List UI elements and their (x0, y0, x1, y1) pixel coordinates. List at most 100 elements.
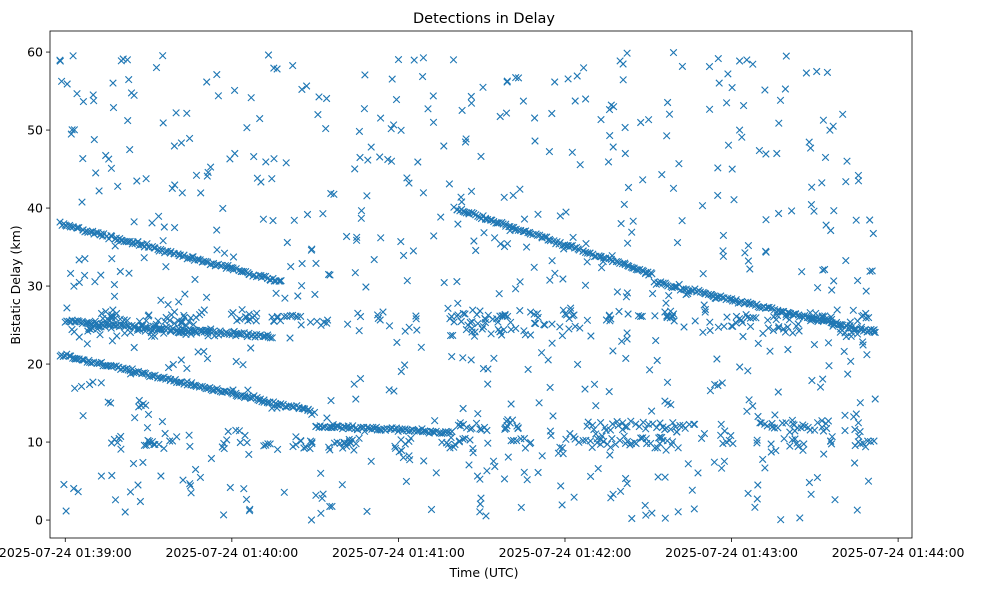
data-point-marker (841, 426, 849, 435)
data-point-marker (732, 296, 740, 304)
data-point-marker (235, 330, 243, 338)
data-point-marker (70, 282, 78, 290)
data-point-marker (264, 440, 272, 448)
data-point-marker (220, 249, 229, 257)
data-point-marker (714, 164, 722, 172)
data-point-marker (665, 291, 673, 300)
data-point-marker (663, 378, 672, 386)
data-point-marker (648, 289, 657, 298)
data-point-marker (520, 215, 529, 223)
data-point-marker (113, 438, 122, 447)
data-point-marker (789, 310, 798, 318)
data-point-marker (507, 437, 515, 445)
data-point-marker (79, 154, 87, 163)
data-point-marker (111, 496, 120, 504)
data-point-marker (727, 431, 735, 440)
data-point-marker (160, 223, 168, 231)
data-point-marker (196, 473, 205, 482)
data-point-marker (206, 163, 215, 171)
data-point-marker (534, 468, 542, 477)
data-point-marker (491, 462, 499, 471)
data-point-marker (401, 327, 409, 335)
data-point-marker (871, 395, 879, 403)
data-point-marker (273, 312, 282, 321)
data-point-marker (387, 125, 395, 133)
data-point-marker (586, 472, 595, 481)
data-point-marker (179, 476, 187, 484)
data-point-marker (329, 420, 337, 429)
data-point-marker (818, 179, 826, 187)
data-point-marker (297, 321, 305, 329)
data-point-marker (805, 138, 813, 146)
data-point-marker (659, 436, 667, 445)
data-point-marker (606, 443, 615, 451)
data-point-marker (476, 425, 484, 433)
data-point-marker (598, 432, 606, 440)
data-point-marker (632, 420, 640, 428)
data-point-marker (784, 345, 792, 354)
data-point-marker (247, 344, 255, 352)
data-point-marker (624, 183, 633, 192)
data-point-marker (69, 52, 77, 60)
x-tick-label: 2025-07-24 01:42:00 (499, 545, 632, 560)
data-point-marker (74, 488, 82, 496)
data-point-marker (106, 316, 114, 325)
data-point-marker (494, 318, 502, 326)
data-point-marker (352, 236, 361, 244)
data-point-marker (450, 318, 458, 326)
data-point-marker (385, 386, 393, 394)
data-point-marker (559, 275, 567, 283)
data-point-marker (509, 436, 518, 445)
data-point-marker (155, 440, 163, 449)
data-point-marker (546, 276, 554, 284)
data-point-marker (842, 256, 850, 265)
data-point-marker (397, 446, 406, 455)
data-point-marker (241, 392, 249, 400)
data-point-marker (812, 309, 820, 318)
data-point-marker (444, 440, 453, 448)
data-point-marker (360, 105, 369, 113)
data-point-marker (247, 332, 255, 340)
data-point-marker (97, 472, 106, 480)
data-point-marker (185, 318, 193, 326)
data-point-marker (781, 328, 790, 336)
data-point-marker (80, 271, 89, 280)
data-point-marker (822, 221, 830, 229)
data-point-marker (126, 328, 135, 337)
data-point-marker (79, 356, 87, 364)
data-point-marker (159, 52, 167, 60)
data-point-marker (551, 269, 559, 277)
data-point-marker (298, 85, 306, 94)
data-point-marker (148, 219, 156, 227)
data-point-marker (97, 271, 105, 279)
data-point-marker (764, 316, 772, 324)
data-point-marker (762, 150, 770, 158)
data-point-marker (397, 126, 405, 134)
data-point-marker (121, 508, 129, 516)
data-point-marker (735, 57, 744, 65)
data-point-marker (96, 331, 104, 339)
data-point-marker (586, 437, 595, 445)
data-point-marker (777, 516, 785, 524)
y-tick-label: 20 (27, 357, 43, 372)
data-point-marker (495, 219, 503, 227)
data-point-marker (772, 315, 780, 324)
data-point-marker (412, 312, 420, 320)
data-point-marker (420, 457, 428, 465)
data-point-marker (111, 242, 119, 250)
data-point-marker (183, 378, 191, 386)
data-point-marker (822, 424, 831, 433)
data-point-marker (204, 332, 212, 340)
data-point-marker (623, 49, 631, 57)
y-tick-label: 10 (27, 435, 43, 450)
data-point-marker (615, 307, 623, 316)
data-point-marker (73, 90, 81, 98)
data-point-marker (77, 382, 86, 391)
data-point-marker (145, 437, 154, 446)
data-point-marker (236, 315, 244, 323)
data-point-marker (235, 427, 244, 435)
data-point-marker (531, 319, 540, 328)
data-point-marker (749, 60, 757, 68)
data-point-marker (111, 314, 120, 322)
data-point-marker (653, 356, 661, 365)
